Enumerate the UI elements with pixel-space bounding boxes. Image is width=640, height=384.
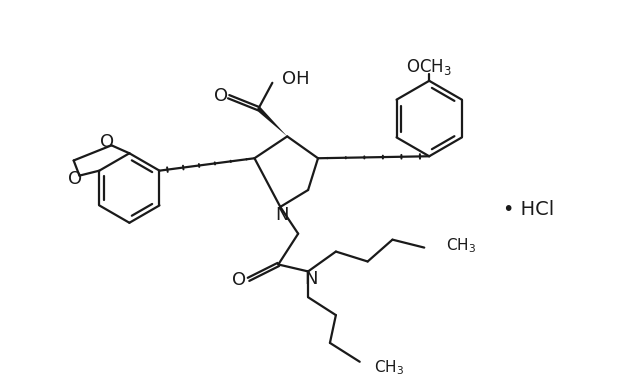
- Text: • HCl: • HCl: [503, 200, 554, 219]
- Text: O: O: [214, 87, 228, 105]
- Text: O: O: [100, 133, 115, 151]
- Polygon shape: [257, 107, 287, 136]
- Text: OCH$_3$: OCH$_3$: [406, 57, 452, 77]
- Text: O: O: [232, 271, 246, 290]
- Text: OH: OH: [282, 70, 310, 88]
- Text: N: N: [276, 206, 289, 224]
- Text: CH$_3$: CH$_3$: [374, 358, 404, 377]
- Text: O: O: [68, 170, 83, 188]
- Text: N: N: [304, 270, 318, 288]
- Text: CH$_3$: CH$_3$: [446, 236, 476, 255]
